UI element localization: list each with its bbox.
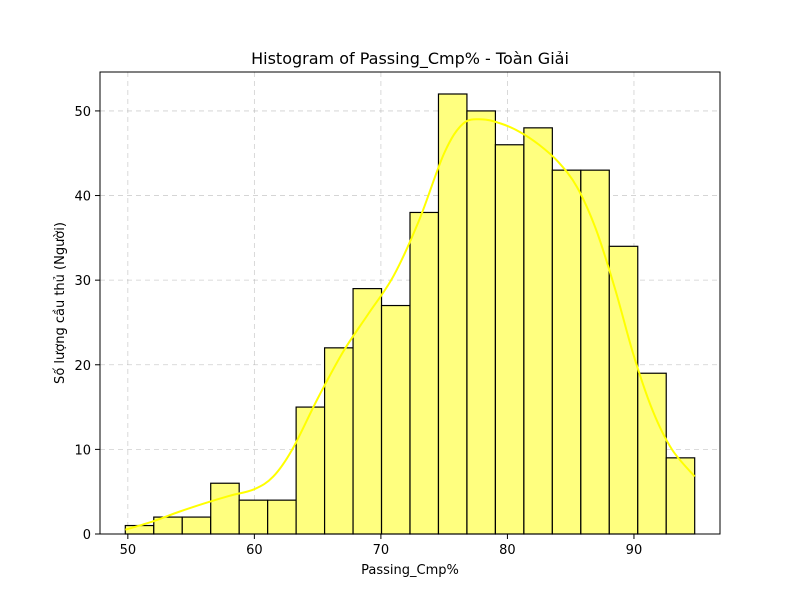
histogram-bar <box>494 144 525 535</box>
y-tick-label: 0 <box>83 528 91 543</box>
histogram-bar <box>267 499 297 535</box>
histogram-bar <box>210 482 240 535</box>
chart-title: Histogram of Passing_Cmp% - Toàn Giải <box>251 49 569 69</box>
x-tick-label: 50 <box>120 543 137 558</box>
histogram-bar <box>323 347 354 535</box>
histogram-bar <box>466 110 497 535</box>
bars-layer <box>124 93 696 535</box>
histogram-bar <box>665 457 696 535</box>
y-tick-label: 20 <box>74 359 91 374</box>
histogram-bar <box>238 499 269 535</box>
histogram-bar <box>124 524 155 535</box>
histogram-bar <box>352 288 383 535</box>
histogram-bar <box>580 169 610 535</box>
histogram-bar <box>409 211 440 535</box>
y-axis-label: Số lượng cầu thủ (Người) <box>53 222 68 384</box>
histogram-bar <box>551 169 582 535</box>
histogram-bar <box>437 93 468 535</box>
histogram-bar <box>523 127 553 535</box>
histogram-bar <box>608 245 639 535</box>
x-tick-label: 70 <box>373 543 390 558</box>
plot-frame <box>99 71 721 535</box>
histogram-bar <box>637 372 667 535</box>
y-tick-label: 50 <box>74 105 91 120</box>
y-tick-label: 10 <box>74 443 91 458</box>
y-tick-label: 40 <box>74 190 91 205</box>
kde-line <box>125 118 696 531</box>
histogram-bar <box>181 516 212 535</box>
histogram-bar <box>380 304 411 535</box>
x-tick-label: 90 <box>626 543 643 558</box>
x-tick-label: 60 <box>246 543 263 558</box>
y-tick-label: 30 <box>74 274 91 289</box>
x-tick-label: 80 <box>499 543 516 558</box>
x-axis-label: Passing_Cmp% <box>361 563 459 578</box>
ticks-layer: 50 60 70 80 90 0 10 20 30 40 50 <box>74 105 642 558</box>
histogram-bar <box>295 406 326 535</box>
